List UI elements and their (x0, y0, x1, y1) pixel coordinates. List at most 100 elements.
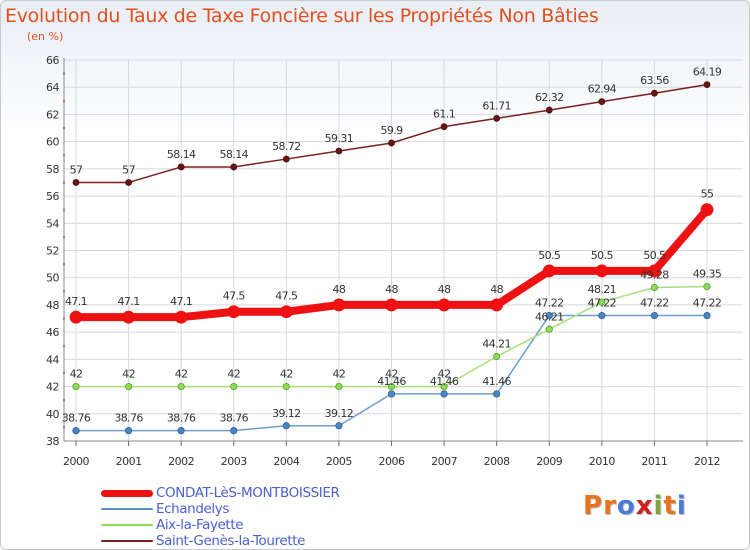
data-point-echandelys (440, 390, 448, 398)
data-label-condat: 50.5 (538, 249, 561, 262)
data-label-condat: 48 (385, 283, 398, 296)
data-label-condat: 55 (701, 188, 714, 201)
data-point-aix (545, 325, 553, 333)
data-point-saint-genes (598, 98, 606, 106)
data-point-condat (490, 298, 504, 312)
data-label-aix: 42 (280, 368, 293, 381)
logo-letter: o (616, 491, 636, 521)
data-label-condat: 47.1 (65, 295, 87, 308)
data-label-saint-genes: 58.72 (272, 140, 301, 153)
x-tick-label: 2004 (273, 455, 299, 468)
logo-letter: i (653, 491, 664, 521)
y-axis-ticks: 38 40 42 44 46 48 50 52 54 56 58 60 62 64 66 (46, 54, 60, 448)
data-point-aix (72, 382, 80, 391)
data-point-aix (650, 283, 659, 292)
data-label-saint-genes: 57 (70, 163, 83, 176)
x-tick-label: 2002 (168, 455, 194, 468)
data-label-condat: 48 (333, 283, 346, 296)
data-point-condat (332, 298, 346, 312)
legend-swatch-aix (101, 524, 153, 526)
y-tick-label: 62 (46, 108, 59, 121)
data-label-aix: 42 (333, 368, 346, 381)
data-label-echandelys: 38.76 (62, 412, 91, 425)
y-tick-label: 58 (46, 163, 59, 176)
data-point-aix (703, 282, 711, 291)
data-point-aix (230, 382, 238, 391)
data-label-echandelys: 38.76 (220, 412, 249, 425)
series-group (69, 81, 714, 435)
legend-label-aix: Aix-la-Fayette (156, 517, 244, 533)
data-point-aix (177, 382, 185, 391)
data-label-saint-genes: 58.14 (220, 148, 249, 161)
data-point-echandelys (177, 427, 185, 435)
data-point-saint-genes (651, 89, 658, 97)
legend-swatch-echandelys (101, 508, 153, 510)
data-labels: 57 57 58.14 58.14 58.72 59.31 59.9 61.1 61.71 62.… (62, 66, 723, 425)
data-label-aix: 42 (70, 368, 83, 381)
data-point-saint-genes (493, 114, 501, 122)
data-point-condat (437, 298, 451, 312)
data-label-saint-genes: 58.14 (167, 148, 196, 161)
data-point-saint-genes (177, 163, 185, 171)
legend-item-aix: Aix-la-Fayette (101, 517, 340, 533)
data-point-aix (598, 298, 606, 306)
data-point-echandelys (598, 311, 606, 320)
data-point-echandelys (650, 311, 659, 320)
logo-letter: i (676, 491, 687, 521)
data-label-condat: 50.5 (643, 249, 666, 262)
data-point-condat (174, 310, 188, 324)
data-label-echandelys: 47.22 (588, 297, 617, 310)
legend-item-saint-genes: Saint-Genès-la-Tourette (101, 533, 340, 549)
data-point-saint-genes (230, 163, 238, 171)
legend-label-echandelys: Echandelys (156, 501, 229, 517)
y-tick-label: 50 (46, 272, 59, 285)
x-tick-label: 2006 (379, 455, 405, 468)
data-point-echandelys (72, 427, 80, 435)
data-point-saint-genes (703, 81, 711, 89)
data-point-echandelys (230, 427, 238, 435)
y-tick-label: 46 (46, 326, 59, 339)
data-label-echandelys: 47.22 (693, 297, 722, 310)
data-point-condat (595, 264, 609, 278)
data-label-saint-genes: 62.94 (588, 83, 617, 96)
data-point-aix (493, 352, 501, 361)
data-label-condat: 47.5 (223, 290, 246, 303)
data-point-echandelys (703, 311, 711, 320)
data-label-aix: 42 (175, 368, 188, 381)
data-label-echandelys: 38.76 (114, 412, 143, 425)
data-point-condat (227, 305, 241, 319)
data-point-saint-genes (388, 139, 395, 147)
y-tick-label: 38 (46, 435, 59, 448)
y-tick-label: 48 (46, 299, 59, 312)
data-label-echandelys: 47.22 (640, 297, 669, 310)
x-tick-label: 2000 (63, 455, 89, 468)
data-label-aix: 42 (122, 368, 135, 381)
data-label-aix: 44.21 (482, 337, 511, 350)
x-tick-label: 2003 (221, 455, 247, 468)
x-tick-label: 2001 (116, 455, 142, 468)
data-label-condat: 48 (490, 283, 503, 296)
data-label-echandelys: 47.22 (535, 297, 564, 310)
data-point-saint-genes (125, 179, 132, 186)
data-point-echandelys (282, 422, 290, 430)
data-point-saint-genes (440, 123, 448, 131)
y-tick-label: 40 (46, 408, 59, 421)
data-label-aix: 42 (438, 368, 451, 381)
x-tick-label: 2007 (431, 455, 457, 468)
data-point-condat (122, 310, 135, 324)
legend-label-condat: CONDAT-LèS-MONTBOISSIER (156, 485, 340, 501)
x-tick-label: 2012 (694, 455, 720, 468)
logo-letter: P (583, 491, 604, 521)
legend: CONDAT-LèS-MONTBOISSIER Echandelys Aix-la-… (101, 485, 340, 549)
proxiti-logo: Proxiti (583, 491, 687, 521)
data-label-echandelys: 41.46 (482, 375, 511, 388)
data-label-aix: 42 (385, 368, 398, 381)
data-point-aix (440, 382, 448, 391)
y-tick-label: 44 (46, 353, 59, 366)
x-tick-label: 2009 (536, 455, 562, 468)
data-point-condat (648, 264, 661, 278)
data-label-echandelys: 41.46 (377, 375, 406, 388)
y-tick-label: 52 (46, 245, 59, 258)
data-point-saint-genes (72, 179, 80, 186)
